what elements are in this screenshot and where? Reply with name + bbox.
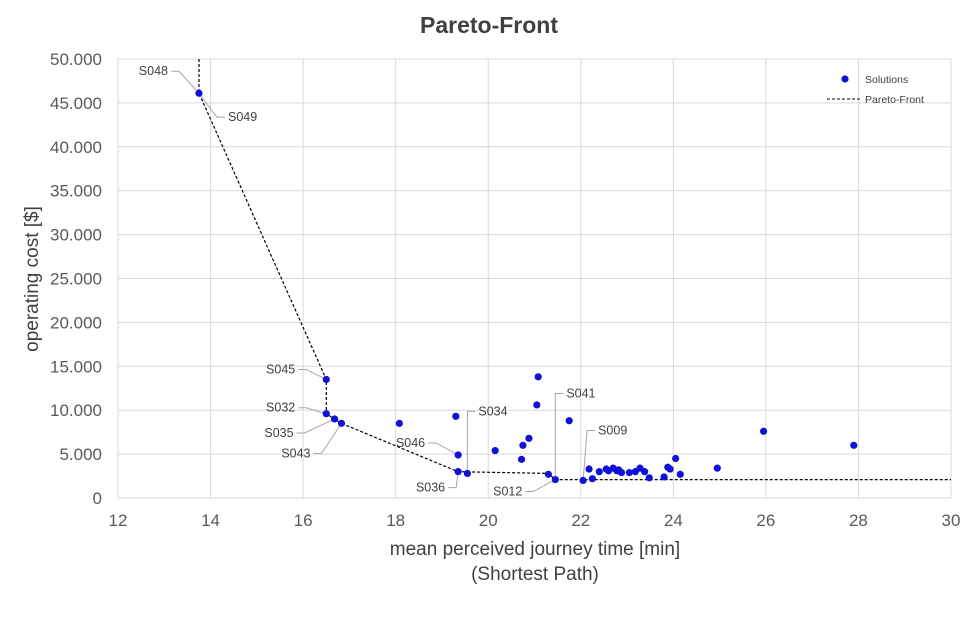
annotation-leader [198,92,225,118]
annotation-leader [298,407,327,415]
solution-point [641,468,649,476]
solution-point [395,419,403,427]
y-tick-label: 35.000 [50,182,102,201]
axis-ticks: 12 14 16 18 20 22 24 26 28 30 0 5.000 10.000 15.000 20… [50,50,960,530]
annotation-label: S043 [281,446,310,460]
annotation-leader [554,393,564,480]
solution-point [322,410,330,418]
annotation-leader [448,471,459,489]
gridlines [117,58,952,499]
solution-point [588,475,596,483]
solution-point [672,454,680,463]
annotation-leader [296,418,335,434]
y-tick-label: 40.000 [50,138,102,157]
x-tick-label: 22 [571,511,590,530]
solution-point [551,475,559,484]
legend-front-label: Pareto-Front [865,94,924,106]
y-tick-label: 25.000 [50,270,102,289]
annotation-label: S041 [566,387,595,401]
solution-point [463,469,471,478]
y-tick-label: 5.000 [59,445,102,464]
solution-point [617,468,626,477]
y-tick-label: 45.000 [50,94,102,113]
annotation-leader [466,410,476,474]
solution-point [625,468,633,477]
solution-point [676,470,684,478]
y-tick-label: 20.000 [50,313,102,332]
y-tick-label: 30.000 [50,226,102,245]
annotations: S048 S049 S045 S032 S035 S043 S046 S034 S036 S041… [139,64,628,498]
annotation-label: S036 [416,481,445,495]
solution-point [452,412,460,420]
solution-point [519,441,527,449]
solution-point [330,415,339,423]
solution-point [645,474,653,482]
y-tick-label: 15.000 [50,357,102,376]
solution-point [525,434,533,442]
annotation-leader [298,368,327,380]
x-tick-label: 30 [942,511,961,530]
x-tick-label: 24 [664,511,683,530]
x-tick-label: 18 [386,511,405,530]
solution-point [322,375,330,384]
y-tick-label: 50.000 [50,50,102,69]
x-tick-label: 16 [294,511,313,530]
solution-point [585,465,593,473]
x-tick-label: 12 [109,511,128,530]
solution-point [454,468,462,476]
x-axis-label-line2: (Shortest Path) [471,564,599,585]
solution-point [517,455,526,463]
y-axis-label: operating cost [$] [22,206,43,352]
annotation-label: S034 [478,404,507,418]
annotation-label: S045 [266,362,295,376]
annotation-label: S012 [493,485,522,499]
x-axis-label-line1: mean perceived journey time [min] [390,539,680,560]
legend-solutions-marker [841,75,849,83]
solution-point [759,427,768,435]
solution-point [595,468,603,476]
annotation-leader [170,70,200,94]
y-tick-label: 0 [93,489,102,508]
annotation-label: S035 [264,426,293,440]
annotation-label: S032 [266,401,295,415]
x-tick-label: 14 [201,511,220,530]
x-tick-label: 26 [756,511,775,530]
solution-point [660,473,668,481]
annotation-leader [428,442,459,456]
solution-point [491,446,499,455]
solution-point [534,373,542,381]
solution-point [713,464,721,472]
solution-point [533,401,541,409]
solution-point [454,451,462,459]
annotation-leader [525,479,556,493]
solution-point [195,89,203,97]
annotation-label: S049 [228,110,257,124]
annotation-leader [313,423,342,454]
solution-point [544,470,552,478]
annotation-label: S048 [139,64,168,78]
legend-solutions-label: Solutions [865,74,908,86]
solution-point [565,417,573,425]
x-tick-label: 20 [479,511,498,530]
pareto-front-path [198,59,951,481]
solution-point [579,476,587,485]
pareto-front-line [198,59,951,481]
y-tick-label: 10.000 [50,401,102,420]
solution-point [337,419,346,427]
annotation-label: S009 [598,423,627,437]
solution-points [195,89,858,485]
legend: Solutions Pareto-Front [827,74,924,106]
chart-title: Pareto-Front [420,12,558,38]
solution-point [850,441,858,449]
annotation-label: S046 [396,436,425,450]
annotation-leader [582,429,596,481]
solution-point [666,465,674,473]
x-tick-label: 28 [849,511,868,530]
